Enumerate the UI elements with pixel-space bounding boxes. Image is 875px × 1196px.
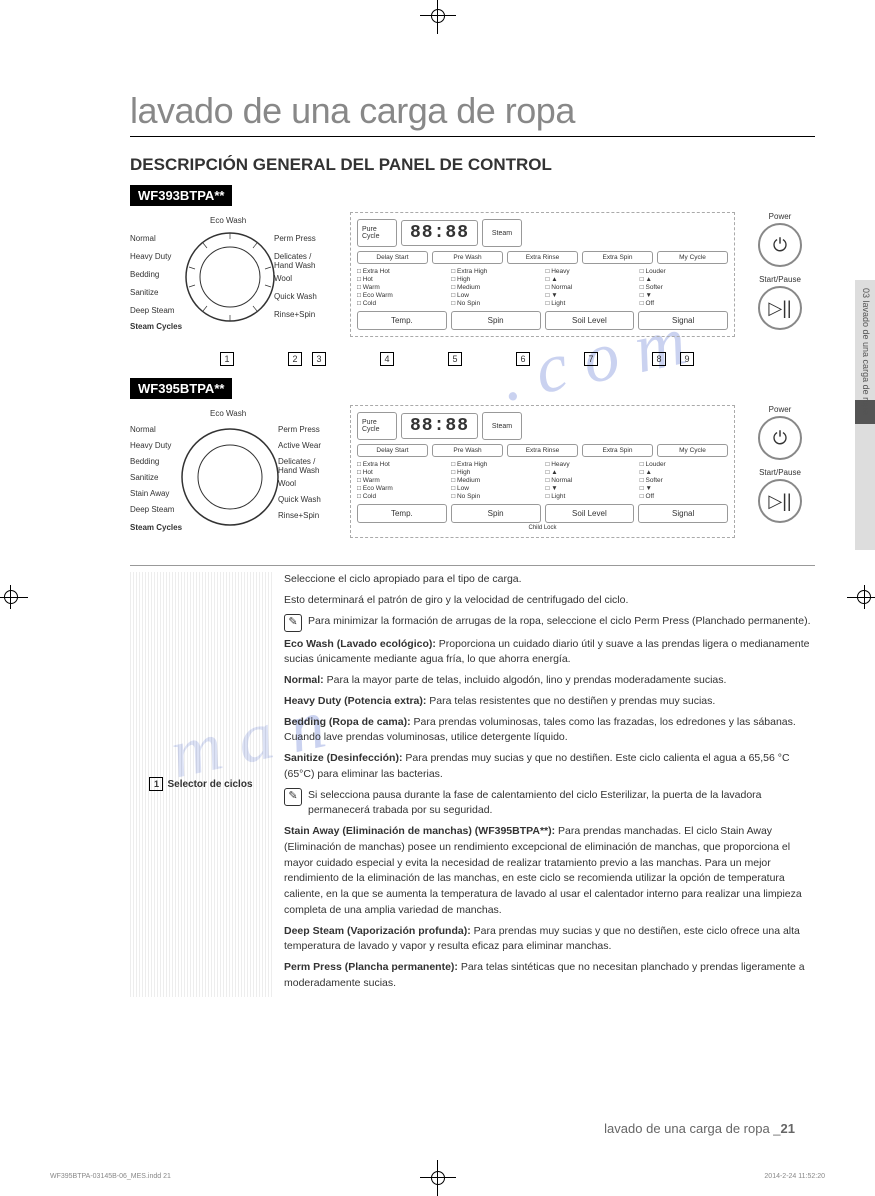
start-pause-button: ▷|| (758, 479, 802, 523)
dial-label: Bedding (130, 270, 159, 279)
opt-btn: Delay Start (357, 444, 428, 457)
lcd-display: 88:88 (401, 413, 478, 439)
dial-label: Perm Press (278, 425, 320, 434)
panel-2: Normal Heavy Duty Bedding Sanitize Stain… (130, 405, 815, 555)
opt-btn: My Cycle (657, 251, 728, 264)
spin-btn: Spin (451, 504, 541, 523)
dial-label: Active Wear (278, 441, 321, 450)
callout-number: 1 (149, 777, 163, 791)
option-grid: Extra HotExtra HighHeavyLouder HotHigh▲▲… (357, 268, 728, 307)
dial-label: Wool (278, 479, 296, 488)
page-footer: lavado de una carga de ropa _21 (604, 1121, 795, 1136)
callout-number: 2 (288, 352, 302, 366)
dial-label: Quick Wash (278, 495, 321, 504)
signal-btn: Signal (638, 504, 728, 523)
soil-btn: Soil Level (545, 504, 635, 523)
lcd-display: 88:88 (401, 220, 478, 246)
start-pause-label: Start/Pause (745, 275, 815, 284)
selector-label-text: Selector de ciclos (167, 779, 252, 790)
signal-btn: Signal (638, 311, 728, 330)
note-icon: ✎ (284, 614, 302, 632)
temp-btn: Temp. (357, 311, 447, 330)
display-panel-2: Pure Cycle 88:88 Steam Delay Start Pre W… (350, 405, 735, 538)
dial-label: Normal (130, 234, 156, 243)
power-label: Power (745, 405, 815, 414)
dial-label: Quick Wash (274, 292, 317, 301)
callout-number: 5 (448, 352, 462, 366)
steam-btn: Steam (482, 219, 522, 247)
dial-label: Rinse+Spin (274, 310, 315, 319)
dial-label: Perm Press (274, 234, 316, 243)
opt-btn: Extra Rinse (507, 251, 578, 264)
power-column: Power ⏻ Start/Pause ▷|| (745, 405, 815, 531)
opt-btn: Pre Wash (432, 444, 503, 457)
callout-number: 3 (312, 352, 326, 366)
opt-btn: Pre Wash (432, 251, 503, 264)
cycle-dial-1: Normal Heavy Duty Bedding Sanitize Deep … (130, 212, 290, 342)
callout-number: 7 (584, 352, 598, 366)
dial-label: Wool (274, 274, 292, 283)
pure-cycle-btn: Pure Cycle (357, 219, 397, 247)
print-footer: WF395BTPA-03145B-06_MES.indd 21 2014-2-2… (50, 1173, 825, 1180)
dial-label: Steam Cycles (130, 523, 182, 532)
power-button: ⏻ (758, 223, 802, 267)
callout-number: 9 (680, 352, 694, 366)
opt-btn: My Cycle (657, 444, 728, 457)
dial-label: Delicates / Hand Wash (278, 457, 320, 475)
opt-btn: Extra Spin (582, 444, 653, 457)
soil-btn: Soil Level (545, 311, 635, 330)
steam-btn: Steam (482, 412, 522, 440)
description-text: Seleccione el ciclo apropiado para el ti… (284, 572, 815, 997)
dial-label: Eco Wash (210, 216, 246, 225)
callout-row: 1 2 3 4 5 6 7 8 9 (220, 352, 815, 366)
dial-label: Deep Steam (130, 505, 174, 514)
opt-btn: Delay Start (357, 251, 428, 264)
callout-number: 4 (380, 352, 394, 366)
dial-label: Deep Steam (130, 306, 174, 315)
dial-label: Sanitize (130, 288, 158, 297)
dial-label: Stain Away (130, 489, 169, 498)
dial-label: Sanitize (130, 473, 158, 482)
pure-cycle-btn: Pure Cycle (357, 412, 397, 440)
display-panel-1: Pure Cycle 88:88 Steam Delay Start Pre W… (350, 212, 735, 337)
power-button: ⏻ (758, 416, 802, 460)
start-pause-button: ▷|| (758, 286, 802, 330)
option-grid: Extra HotExtra HighHeavyLouder HotHigh▲▲… (357, 461, 728, 500)
dial-label: Heavy Duty (130, 252, 171, 261)
cycle-dial-2: Normal Heavy Duty Bedding Sanitize Stain… (130, 405, 290, 555)
model-badge-1: WF393BTPA** (130, 185, 232, 206)
description-block: 1 Selector de ciclos Seleccione el ciclo… (130, 565, 815, 997)
dial-label: Bedding (130, 457, 159, 466)
model-badge-2: WF395BTPA** (130, 378, 232, 399)
dial-label: Delicates / Hand Wash (274, 252, 316, 270)
callout-number: 6 (516, 352, 530, 366)
panel-1: Normal Heavy Duty Bedding Sanitize Deep … (130, 212, 815, 342)
opt-btn: Extra Rinse (507, 444, 578, 457)
child-lock-label: Child Lock (357, 525, 728, 531)
spin-btn: Spin (451, 311, 541, 330)
opt-btn: Extra Spin (582, 251, 653, 264)
dial-label: Eco Wash (210, 409, 246, 418)
dial-label: Heavy Duty (130, 441, 171, 450)
section-title: DESCRIPCIÓN GENERAL DEL PANEL DE CONTROL (130, 155, 815, 175)
dial-label: Normal (130, 425, 156, 434)
note-icon: ✎ (284, 788, 302, 806)
selector-label-column: 1 Selector de ciclos (130, 572, 272, 997)
start-pause-label: Start/Pause (745, 468, 815, 477)
temp-btn: Temp. (357, 504, 447, 523)
dial-label: Steam Cycles (130, 322, 182, 331)
power-label: Power (745, 212, 815, 221)
callout-number: 8 (652, 352, 666, 366)
dial-label: Rinse+Spin (278, 511, 319, 520)
callout-number: 1 (220, 352, 234, 366)
page-title: lavado de una carga de ropa (130, 90, 815, 137)
power-column: Power ⏻ Start/Pause ▷|| (745, 212, 815, 338)
